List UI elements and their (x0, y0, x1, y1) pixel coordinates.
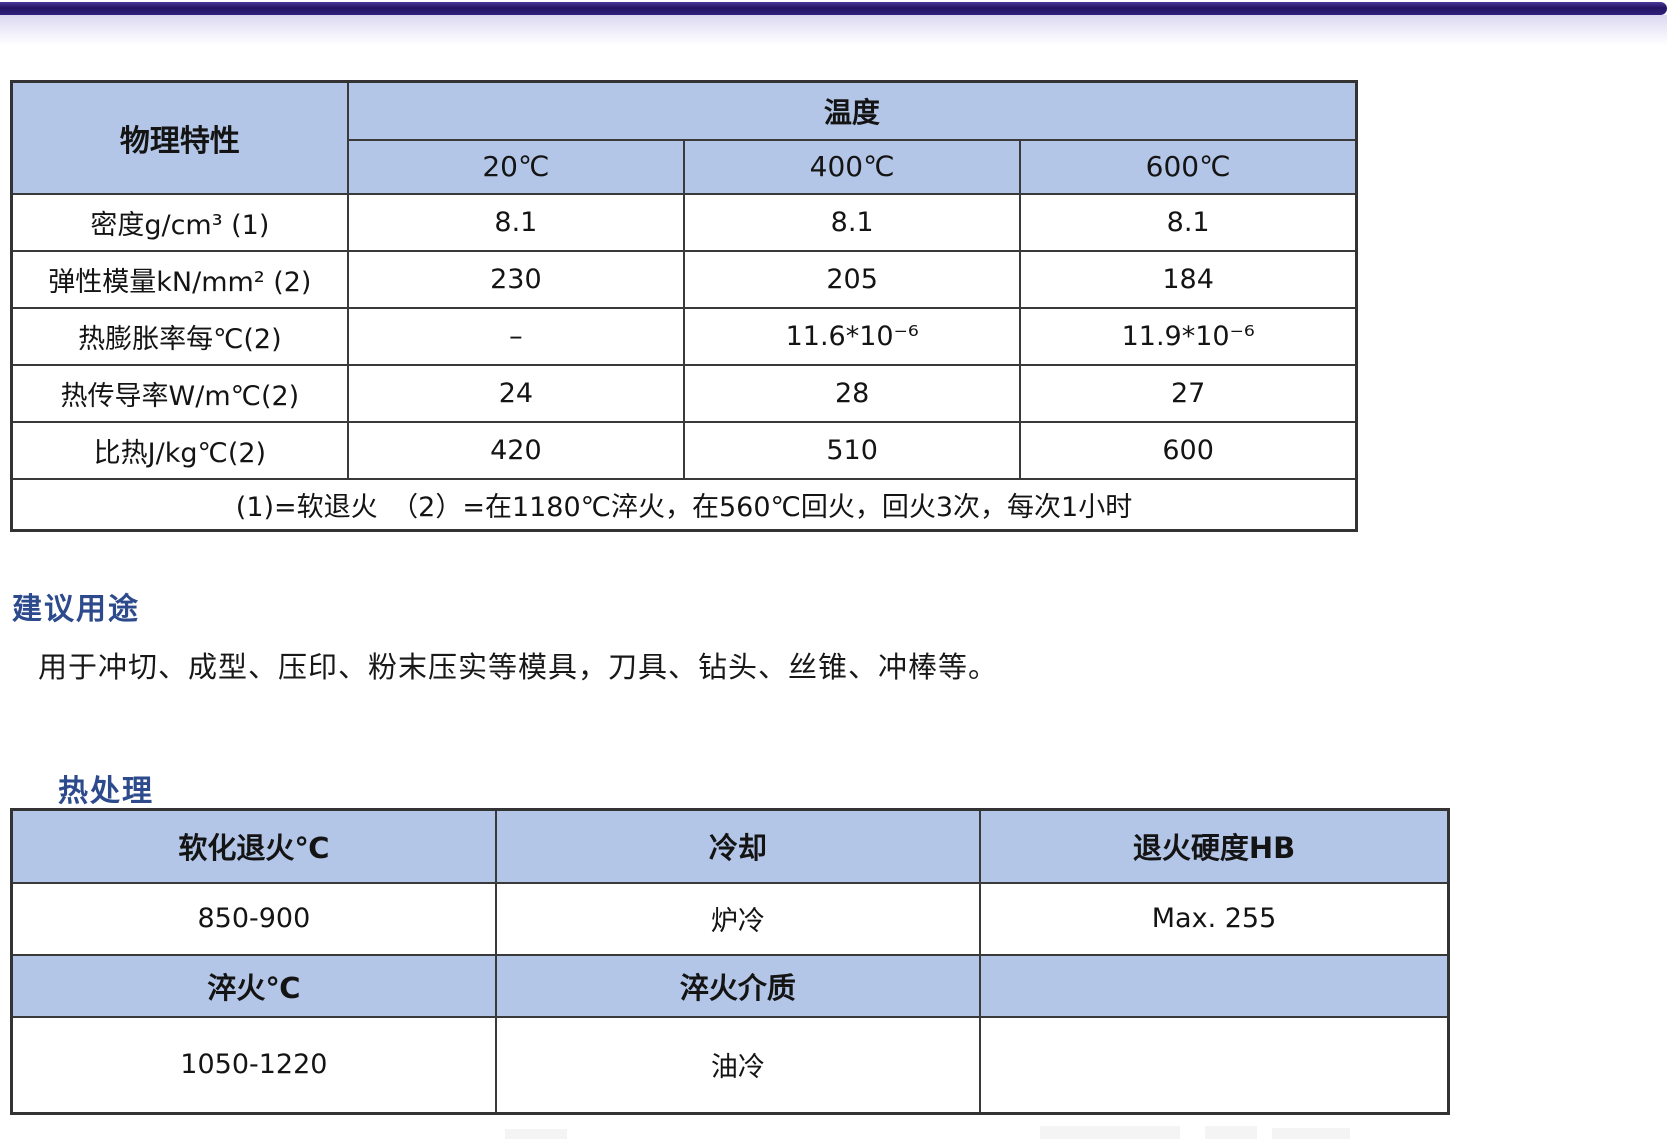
cell-value: 205 (682, 249, 1022, 309)
quenching-medium-value: 油冷 (494, 1015, 982, 1115)
usage-heading: 建议用途 (12, 592, 140, 627)
table-footnote: (1)=软退火 （2）=在1180℃淬火，在560℃回火，回火3次，每次1小时 (10, 477, 1358, 532)
cell-value: 8.1 (346, 192, 686, 252)
quenching-temp-header: 淬火℃ (10, 953, 497, 1018)
heat-treatment-heading: 热处理 (58, 774, 154, 809)
cell-value: – (346, 306, 686, 366)
annealed-hardness-header: 退火硬度HB (979, 808, 1450, 884)
quenching-medium-header: 淬火介质 (494, 953, 982, 1018)
page-bottom-artifact (1272, 1128, 1350, 1139)
cell-value: 8.1 (1019, 192, 1358, 252)
cooling-header: 冷却 (494, 808, 982, 884)
page-bottom-artifact (1040, 1126, 1180, 1139)
table-row: 比热J/kg℃(2) 420 510 600 (10, 420, 1358, 480)
cell-value: 24 (346, 363, 686, 423)
row-label-elastic-modulus: 弹性模量kN/mm² (2) (10, 249, 349, 309)
table-row: 密度g/cm³ (1) 8.1 8.1 8.1 (10, 192, 1358, 252)
row-label-thermal-conductivity: 热传导率W/m℃(2) (10, 363, 349, 423)
row-label-specific-heat: 比热J/kg℃(2) (10, 420, 349, 480)
heat-treatment-table: 软化退火℃ 冷却 退火硬度HB 850-900 炉冷 Max. 255 淬火℃ … (10, 808, 1450, 1115)
cell-value: 230 (346, 249, 686, 309)
soft-annealing-header: 软化退火℃ (10, 808, 497, 884)
cell-value: 510 (682, 420, 1022, 480)
cell-value: 600 (1019, 420, 1358, 480)
cell-value: 8.1 (682, 192, 1022, 252)
cell-value: 11.9*10⁻⁶ (1019, 306, 1358, 366)
cell-value: 27 (1019, 363, 1358, 423)
cell-value: 420 (346, 420, 686, 480)
usage-body-text: 用于冲切、成型、压印、粉末压实等模具，刀具、钻头、丝锥、冲棒等。 (38, 650, 999, 684)
top-accent-bar (0, 2, 1667, 15)
cooling-value: 炉冷 (494, 881, 982, 956)
quenching-temp-value: 1050-1220 (10, 1015, 497, 1115)
row-label-thermal-expansion: 热膨胀率每℃(2) (10, 306, 349, 366)
table-header-row: 淬火℃ 淬火介质 (10, 953, 1450, 1018)
cell-value: 11.6*10⁻⁶ (682, 306, 1022, 366)
table-row: 1050-1220 油冷 (10, 1015, 1450, 1115)
temperature-header: 温度 (346, 80, 1358, 141)
empty-cell (979, 1015, 1450, 1115)
soft-annealing-value: 850-900 (10, 881, 497, 956)
physical-properties-header: 物理特性 (10, 80, 349, 195)
cell-value: 184 (1019, 249, 1358, 309)
temp-col-600c: 600℃ (1019, 138, 1358, 195)
annealed-hardness-value: Max. 255 (979, 881, 1450, 956)
table-row: 热膨胀率每℃(2) – 11.6*10⁻⁶ 11.9*10⁻⁶ (10, 306, 1358, 366)
page-bottom-artifact (1205, 1126, 1257, 1139)
temp-col-400c: 400℃ (682, 138, 1022, 195)
empty-header-cell (979, 953, 1450, 1018)
table-row: 850-900 炉冷 Max. 255 (10, 881, 1450, 956)
cell-value: 28 (682, 363, 1022, 423)
table-row: 弹性模量kN/mm² (2) 230 205 184 (10, 249, 1358, 309)
table-footnote-row: (1)=软退火 （2）=在1180℃淬火，在560℃回火，回火3次，每次1小时 (10, 477, 1358, 532)
table-row: 热传导率W/m℃(2) 24 28 27 (10, 363, 1358, 423)
physical-properties-table: 物理特性 温度 20℃ 400℃ 600℃ 密度g/cm³ (1) 8.1 8.… (10, 80, 1358, 532)
table-header-row: 软化退火℃ 冷却 退火硬度HB (10, 808, 1450, 884)
row-label-density: 密度g/cm³ (1) (10, 192, 349, 252)
temp-col-20c: 20℃ (346, 138, 686, 195)
top-accent-bar-fade (0, 15, 1667, 45)
page-bottom-artifact (505, 1129, 567, 1139)
